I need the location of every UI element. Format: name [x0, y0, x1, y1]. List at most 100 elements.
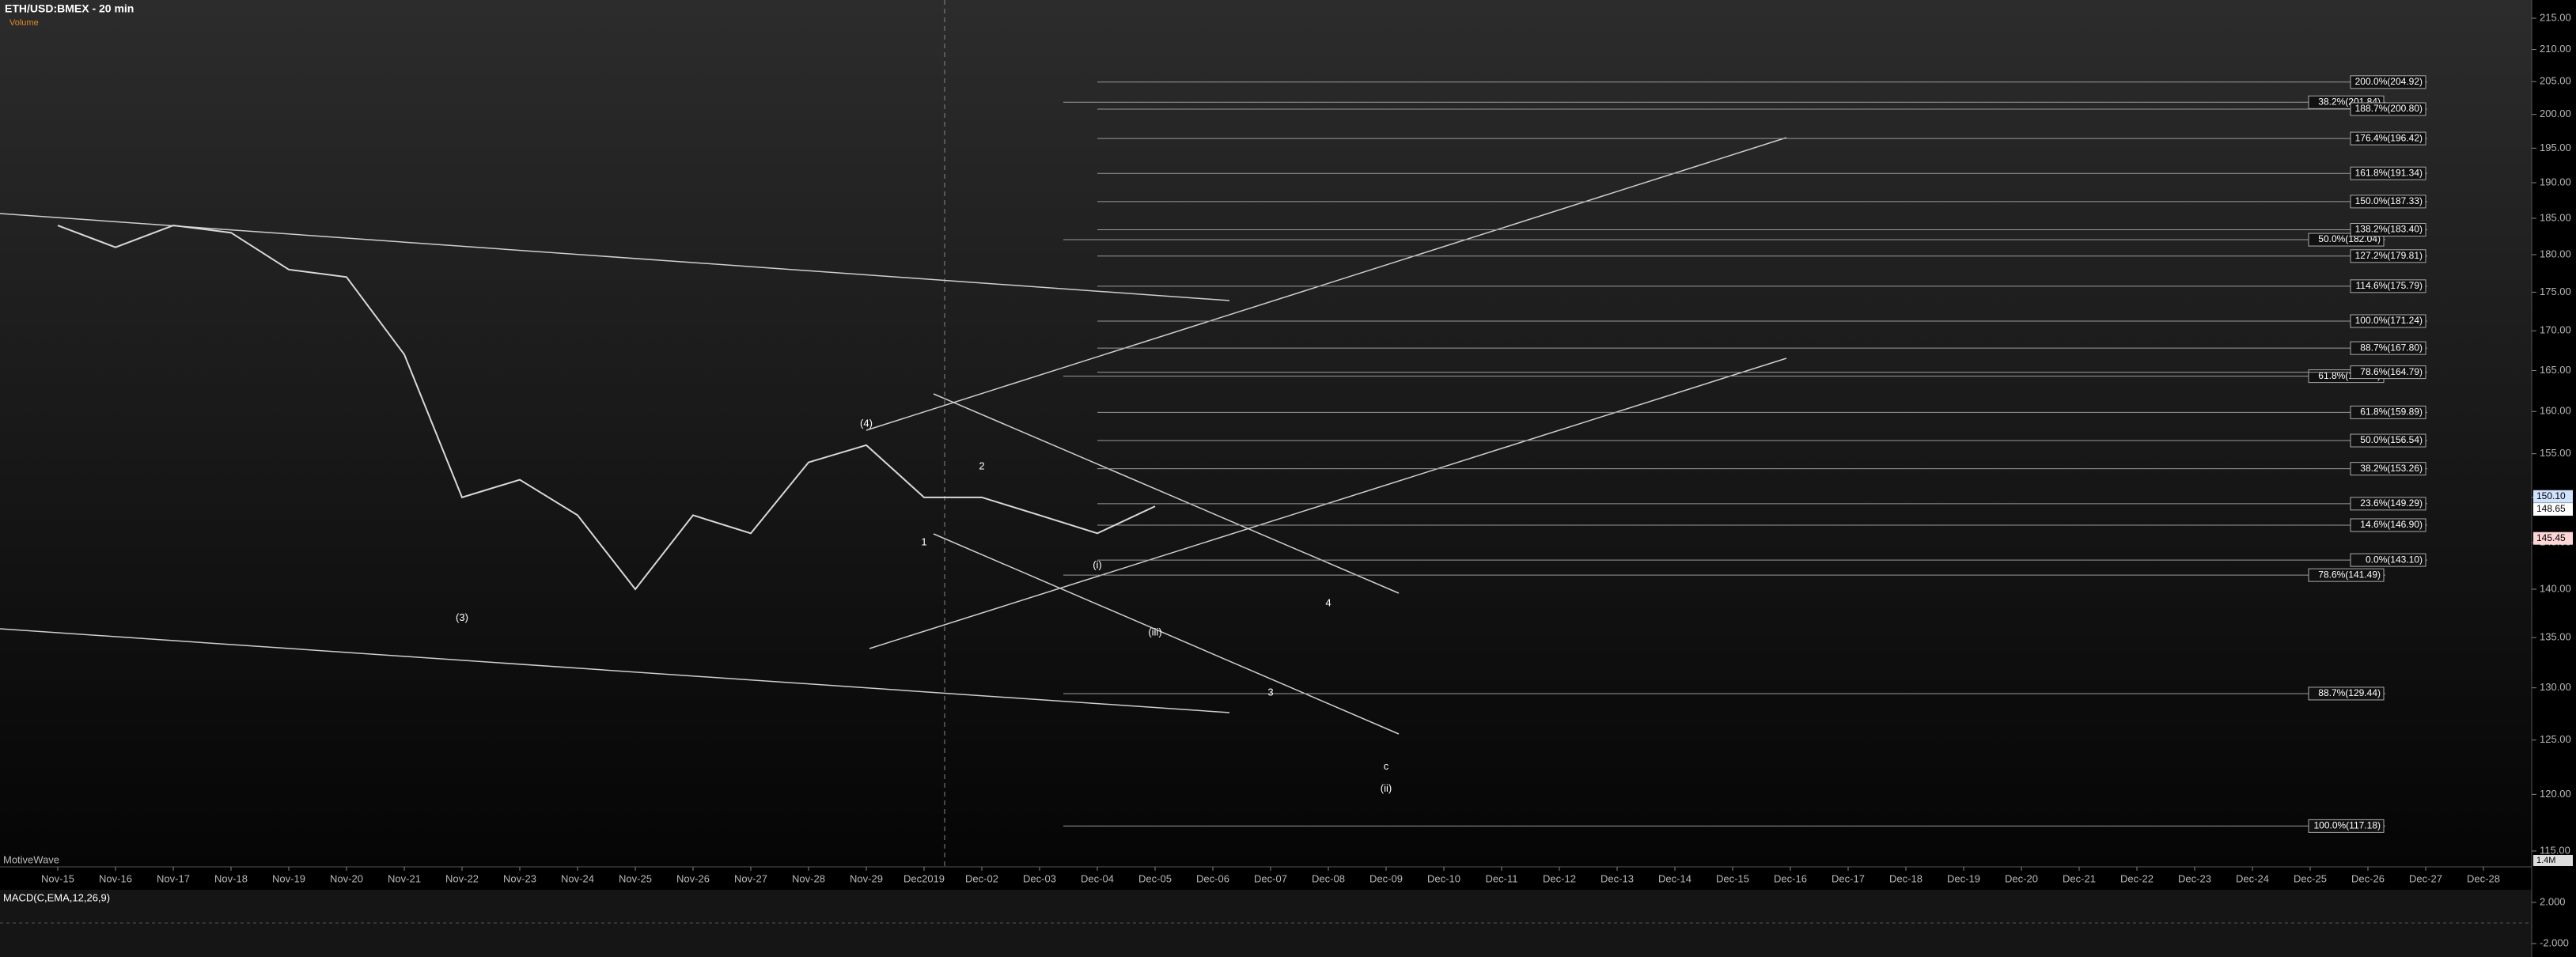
fib-label-box	[2350, 131, 2426, 146]
fib-label-box	[2308, 568, 2385, 582]
x-tick-label: Dec-19	[1947, 872, 1980, 884]
x-tick-label: Nov-29	[850, 872, 883, 884]
x-tick-label: Dec-14	[1658, 872, 1691, 884]
price-tag	[2533, 531, 2573, 545]
x-tick-label: Dec-06	[1196, 872, 1229, 884]
y-tick-label: 205.00	[2540, 75, 2571, 87]
y-tick-label: 170.00	[2540, 324, 2571, 336]
watermark: MotiveWave	[3, 853, 59, 865]
fib-label-box	[2308, 233, 2385, 247]
x-tick-label: Dec-16	[1774, 872, 1807, 884]
x-tick-label: Dec-13	[1601, 872, 1634, 884]
volume-axis-label: 1.4M	[2536, 856, 2555, 865]
fib-label: 161.8%(191.34)	[2355, 167, 2423, 178]
fib-label: 38.2%(153.26)	[2360, 463, 2423, 474]
x-tick-label: Dec-10	[1427, 872, 1460, 884]
x-tick-label: Nov-19	[272, 872, 305, 884]
y-tick-label: 130.00	[2540, 681, 2571, 693]
y-tick-label: 185.00	[2540, 211, 2571, 223]
x-tick-label: Nov-20	[330, 872, 363, 884]
fib-label-box	[2350, 497, 2426, 511]
x-tick-label: Dec-07	[1254, 872, 1287, 884]
x-tick-label: Dec-08	[1312, 872, 1345, 884]
y-tick-label: 210.00	[2540, 43, 2571, 55]
trend-line	[0, 213, 1230, 301]
fib-label-box	[2350, 102, 2426, 116]
price-tag-label: 150.10	[2536, 490, 2566, 501]
fib-label-box	[2350, 166, 2426, 180]
x-tick-label: Nov-23	[503, 872, 536, 884]
fib-label-box	[2308, 819, 2385, 833]
fib-label-box	[2350, 314, 2426, 328]
y-tick-label: 155.00	[2540, 447, 2571, 459]
chart-title: ETH/USD:BMEX - 20 min	[5, 2, 134, 15]
fib-label: 100.0%(171.24)	[2355, 315, 2423, 326]
fib-label-box	[2350, 341, 2426, 355]
x-tick-label: Nov-24	[561, 872, 594, 884]
fib-label-box	[2350, 462, 2426, 476]
fib-label-box	[2350, 433, 2426, 448]
x-tick-label: Dec-24	[2236, 872, 2269, 884]
fib-label: 150.0%(187.33)	[2355, 195, 2423, 206]
price-panel	[0, 0, 2532, 867]
macd-tick-label: 2.000	[2540, 895, 2566, 907]
x-tick-label: Nov-26	[676, 872, 710, 884]
x-tick-label: Dec-21	[2063, 872, 2096, 884]
wave-label: 1	[921, 535, 926, 547]
x-tick-label: Dec-03	[1023, 872, 1056, 884]
x-tick-label: Dec-05	[1138, 872, 1172, 884]
x-tick-label: Dec-15	[1716, 872, 1749, 884]
fib-label-box	[2350, 518, 2426, 532]
x-tick-label: Dec2019	[903, 872, 945, 884]
macd-tick-label: -2.000	[2540, 936, 2569, 948]
x-tick-label: Nov-15	[41, 872, 74, 884]
fib-label-box	[2350, 279, 2426, 293]
x-tick-label: Dec-26	[2351, 872, 2385, 884]
volume-label: Volume	[9, 18, 39, 28]
y-tick-label: 125.00	[2540, 733, 2571, 745]
y-tick-label: 140.00	[2540, 582, 2571, 594]
x-tick-label: Dec-04	[1081, 872, 1114, 884]
x-tick-label: Dec-09	[1369, 872, 1403, 884]
y-tick-label: 120.00	[2540, 788, 2571, 800]
y-tick-label: 115.00	[2540, 844, 2570, 856]
wave-label: c	[1384, 760, 1389, 772]
fib-label: 61.8%(159.89)	[2360, 407, 2423, 418]
x-tick-label: Nov-18	[214, 872, 248, 884]
fib-label: 114.6%(175.79)	[2355, 280, 2423, 291]
y-tick-label: 165.00	[2540, 364, 2571, 376]
price-tag-label: 148.65	[2536, 503, 2566, 514]
trend-line	[0, 628, 1230, 713]
x-tick-label: Dec-20	[2005, 872, 2038, 884]
x-tick-label: Dec-17	[1832, 872, 1865, 884]
trend-line	[933, 533, 1400, 735]
x-tick-label: Dec-02	[965, 872, 998, 884]
wave-label: 3	[1267, 687, 1273, 698]
x-tick-label: Dec-22	[2120, 872, 2154, 884]
x-tick-label: Nov-22	[445, 872, 479, 884]
wave-label: 2	[979, 460, 984, 471]
x-tick-label: Dec-11	[1486, 872, 1518, 884]
wave-label: (iii)	[1148, 626, 1161, 637]
fib-label: 188.7%(200.80)	[2355, 103, 2423, 114]
y-tick-label: 190.00	[2540, 176, 2571, 187]
x-tick-label: Nov-28	[792, 872, 825, 884]
price-tag	[2533, 490, 2573, 503]
fib-label: 138.2%(183.40)	[2355, 224, 2423, 235]
wave-label: (4)	[860, 418, 873, 429]
fib-label-box	[2308, 687, 2385, 701]
x-tick-label: Dec-12	[1543, 872, 1576, 884]
fib-label: 127.2%(179.81)	[2355, 250, 2423, 261]
y-tick-label: 135.00	[2540, 631, 2571, 643]
wave-label: (i)	[1093, 559, 1102, 571]
fib-label: 100.0%(117.18)	[2313, 820, 2381, 831]
fib-label-box	[2350, 405, 2426, 419]
trend-line	[866, 137, 1787, 431]
x-tick-label: Dec-28	[2467, 872, 2500, 884]
x-tick-label: Dec-25	[2294, 872, 2327, 884]
x-tick-label: Nov-27	[734, 872, 767, 884]
y-tick-label: 215.00	[2540, 11, 2571, 23]
wave-label: (ii)	[1381, 782, 1392, 794]
